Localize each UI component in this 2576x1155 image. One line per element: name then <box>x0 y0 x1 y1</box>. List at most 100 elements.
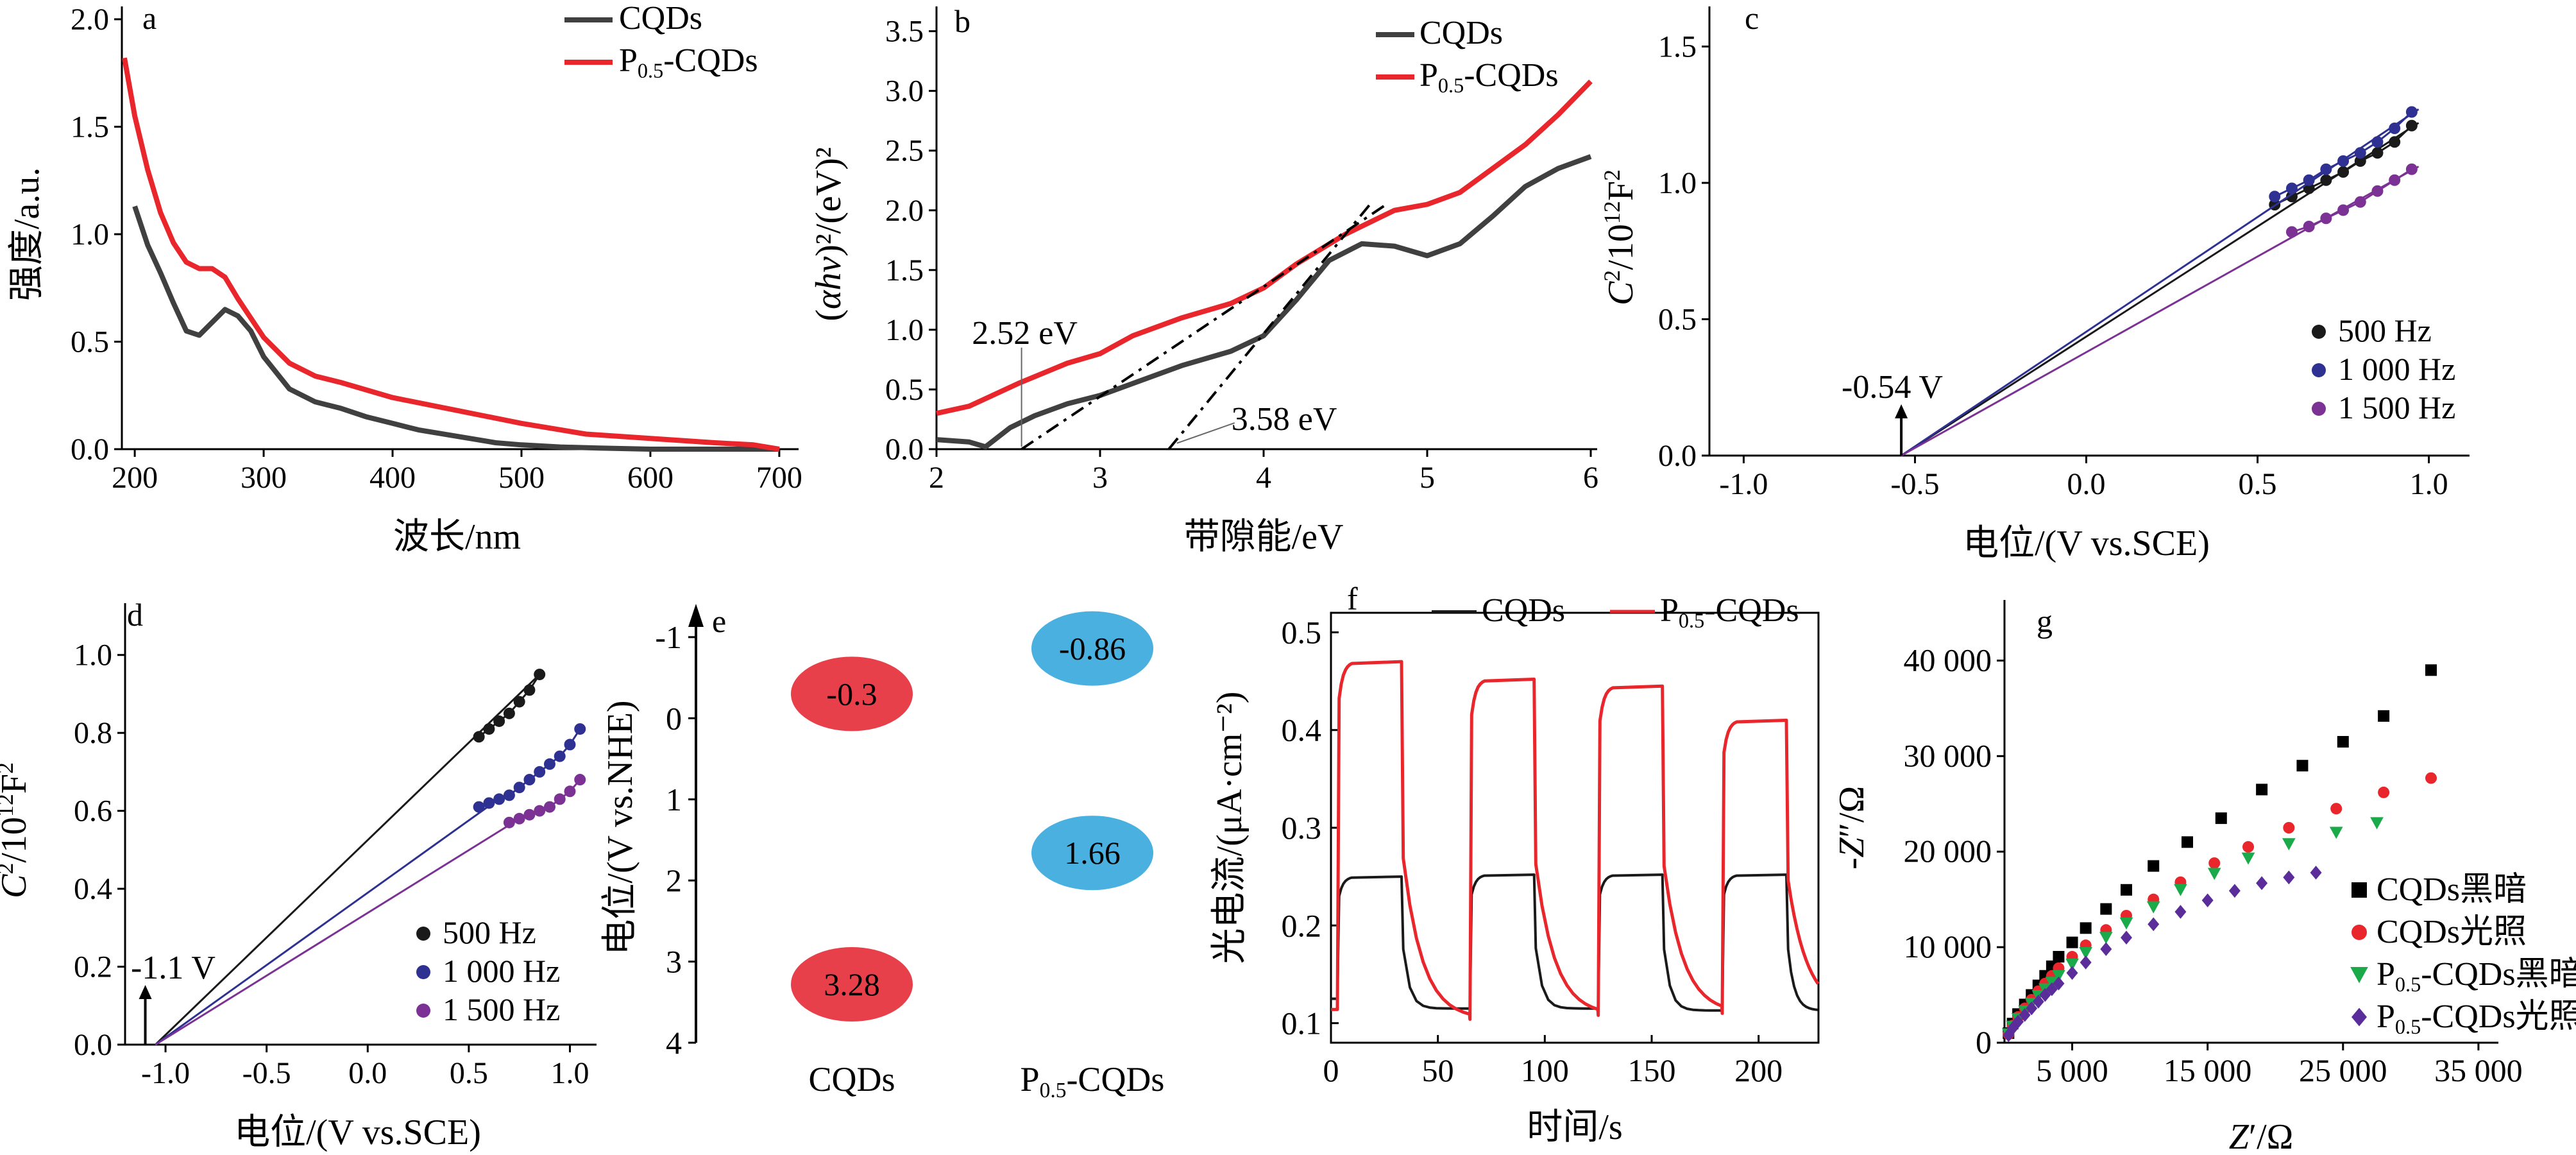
panel-letter-f: f <box>1347 581 1358 617</box>
e-y-tick-label: 4 <box>666 1025 682 1061</box>
c-data-point <box>2320 163 2332 175</box>
d-data-point <box>523 809 536 821</box>
g-data-point <box>2032 995 2044 1009</box>
g-data-point <box>2148 917 2160 932</box>
b-legend-label: P0.5-CQDs <box>1419 57 1559 97</box>
g-data-point <box>2329 826 2343 839</box>
d-legend-marker <box>416 965 430 979</box>
d-data-point <box>503 816 515 828</box>
g-data-point <box>2019 1008 2031 1022</box>
c-data-point <box>2303 174 2315 186</box>
b-y-tick-label: 2.0 <box>885 194 924 228</box>
c-legend-label: 1 000 Hz <box>2338 351 2455 387</box>
d-x-tick-label: -1.0 <box>141 1056 190 1090</box>
panel-d: -1.0 -0.5 0.0 0.5 1.0 0.0 0.2 0.4 0.6 0.8 1.0 d 电位/(… <box>0 597 597 1152</box>
d-data-point <box>554 793 566 805</box>
panel-letter-e: e <box>712 603 726 639</box>
f-y-tick-label: 0.4 <box>1282 712 1322 748</box>
g-legend-label: CQDs黑暗 <box>2377 871 2527 908</box>
b-y-tick-label: 0.5 <box>885 373 924 407</box>
d-data-point <box>534 766 546 778</box>
d-data-point <box>554 750 566 762</box>
b-y-tick-label: 2.5 <box>885 134 924 168</box>
d-fit-line <box>155 821 514 1046</box>
g-data-point <box>2370 817 2384 830</box>
g-data-point <box>2282 838 2296 851</box>
g-data-point <box>2119 917 2133 930</box>
c-x-tick-label: -1.0 <box>1719 467 1768 501</box>
b-annotation-label: 2.52 eV <box>972 315 1078 352</box>
e-band-label: 3.28 <box>824 966 880 1002</box>
g-legend-label: P0.5-CQDs黑暗 <box>2377 956 2576 996</box>
a-y-tick-label: 0.5 <box>71 325 109 359</box>
c-x-axis-label: 电位/(V vs.SCE) <box>1963 524 2210 563</box>
g-legend-marker <box>2351 1007 2367 1027</box>
g-y-tick-label: 0 <box>1976 1024 1992 1060</box>
b-x-tick-label: 5 <box>1419 461 1435 495</box>
f-x-tick-label: 200 <box>1734 1052 1783 1088</box>
g-x-tick-label: 25 000 <box>2299 1052 2387 1088</box>
panel-f: 0 50 100 150 200 0.1 0.2 0.3 0.4 0.5 f 时间/s 光电流/(μA·… <box>1210 581 1820 1147</box>
g-legend-label: P0.5-CQDs光照 <box>2377 998 2576 1038</box>
f-x-tick-label: 150 <box>1628 1052 1676 1088</box>
g-data-point <box>2425 772 2437 784</box>
a-y-tick-label: 1.0 <box>71 218 109 252</box>
d-data-point <box>543 758 555 770</box>
c-legend-marker <box>2312 363 2326 377</box>
a-x-tick-label: 500 <box>498 461 545 495</box>
b-y-tick-label: 1.5 <box>885 253 924 287</box>
g-data-point <box>2080 955 2092 970</box>
g-data-point <box>2256 876 2268 891</box>
d-x-tick-label: 0.0 <box>348 1056 387 1090</box>
c-y-tick-label: 0.5 <box>1658 303 1697 337</box>
g-y-tick-label: 30 000 <box>1904 737 1992 773</box>
g-data-point <box>2099 932 2113 945</box>
d-legend-marker <box>416 1004 430 1018</box>
f-y-tick-label: 0.5 <box>1282 614 1322 650</box>
e-y-tick-label: 1 <box>666 782 682 817</box>
d-data-point <box>543 801 555 813</box>
f-x-axis-label: 时间/s <box>1527 1108 1622 1147</box>
d-annotation-label: -1.1 V <box>131 950 216 986</box>
c-data-point <box>2285 182 2298 194</box>
c-x-tick-label: 0.0 <box>2067 467 2106 501</box>
d-data-point <box>503 789 515 801</box>
g-x-tick-label: 35 000 <box>2434 1052 2523 1088</box>
g-data-point <box>2330 803 2343 815</box>
e-y-tick-label: 2 <box>666 862 682 898</box>
e-band-ellipse <box>791 946 913 1022</box>
g-data-point <box>2174 884 2187 896</box>
b-tangent-line <box>1021 203 1387 450</box>
d-y-tick-label: 0.0 <box>74 1028 112 1062</box>
panel-c: -1.0 -0.5 0.0 0.5 1.0 0.0 0.5 1.0 1.5 c 电位/(V vs.S… <box>1599 0 2470 563</box>
g-x-tick-label: 15 000 <box>2164 1052 2252 1088</box>
f-x-tick-label: 100 <box>1521 1052 1569 1088</box>
b-x-axis-label: 带隙能/eV <box>1184 517 1344 557</box>
b-legend-label: CQDs <box>1419 15 1503 51</box>
b-y-axis-label: (αhν)²/(eV)² <box>809 147 849 321</box>
g-data-point <box>2065 958 2079 971</box>
c-data-point <box>2371 147 2384 159</box>
c-annotation-label: -0.54 V <box>1842 369 1943 406</box>
e-band-label: -0.3 <box>826 676 877 712</box>
c-data-point <box>2405 119 2418 132</box>
g-data-point <box>2337 736 2349 748</box>
panel-letter-g: g <box>2037 603 2053 639</box>
d-legend-label: 1 500 Hz <box>443 991 560 1027</box>
panel-letter-d: d <box>127 597 143 633</box>
b-annotation-leader <box>1176 422 1235 444</box>
g-data-point <box>2080 922 2092 934</box>
g-data-point <box>2026 1001 2038 1016</box>
a-x-tick-label: 200 <box>112 461 158 495</box>
g-data-point <box>2146 901 2160 914</box>
b-series-line <box>936 80 1593 416</box>
b-x-tick-label: 2 <box>929 461 944 495</box>
a-x-tick-label: 300 <box>241 461 287 495</box>
e-category-label: CQDs <box>808 1060 895 1099</box>
d-data-point <box>523 774 536 786</box>
d-data-point <box>564 785 576 798</box>
b-x-tick-label: 6 <box>1583 461 1598 495</box>
d-legend-label: 500 Hz <box>443 914 536 950</box>
e-y-tick-label: 3 <box>666 944 682 980</box>
g-data-point <box>2378 786 2390 798</box>
